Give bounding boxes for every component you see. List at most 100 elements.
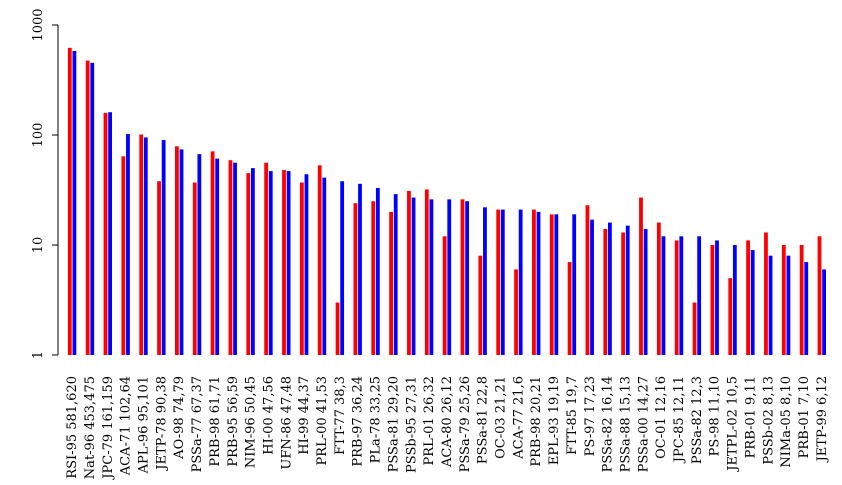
bar-series-2 xyxy=(608,222,612,355)
category-label: AO-98 74,79 xyxy=(172,376,187,460)
bar-series-1 xyxy=(514,269,518,355)
y-tick-label: 100 xyxy=(31,123,46,148)
category-label: EPL-93 19,19 xyxy=(547,376,562,465)
bar-series-2 xyxy=(108,112,112,356)
bar-series-2 xyxy=(465,201,469,355)
bar-series-2 xyxy=(750,250,755,355)
bar-series-2 xyxy=(393,194,398,355)
category-label: PSSa-82 16,14 xyxy=(601,376,616,472)
category-label: RSI-95 581,620 xyxy=(65,376,80,479)
category-label: PSSa-00 14,27 xyxy=(636,376,651,472)
bar-series-1 xyxy=(764,232,768,355)
bar-series-2 xyxy=(536,211,541,355)
bar-series-1 xyxy=(139,134,144,355)
category-label: PSSa-81 22,8 xyxy=(476,376,491,464)
bar-series-1 xyxy=(103,112,108,355)
bar-series-1 xyxy=(282,170,286,355)
bar-series-1 xyxy=(121,156,126,355)
bar-series-2 xyxy=(786,255,791,355)
category-label: JETPL-02 10,5 xyxy=(726,376,741,473)
category-label: NIM-96 50,45 xyxy=(244,376,259,468)
bar-series-1 xyxy=(496,209,501,355)
bar-series-2 xyxy=(268,171,273,355)
category-label: FTT-85 19,7 xyxy=(565,376,580,455)
bar-series-1 xyxy=(549,214,554,355)
bar-series-2 xyxy=(590,219,594,355)
bar-series-2 xyxy=(768,255,773,355)
y-tick-label: 1000 xyxy=(31,8,46,41)
category-label: PRB-97 36,24 xyxy=(351,376,366,467)
bar-series-1 xyxy=(299,182,304,355)
y-axis-ticks: 1 10 100 1000 xyxy=(31,8,58,359)
category-label: PSSa-82 12,3 xyxy=(690,376,705,464)
bar-series-2 xyxy=(483,207,487,355)
category-label: PRL-01 26,32 xyxy=(422,376,437,465)
bar-series-2 xyxy=(304,174,309,355)
category-label: JPC-79 161,159 xyxy=(101,376,116,481)
bar-series-2 xyxy=(251,168,255,355)
bar-series-1 xyxy=(424,189,429,355)
category-label: PRB-98 61,71 xyxy=(208,376,223,467)
category-label: PLa-78 33,25 xyxy=(369,376,384,463)
bar-series-2 xyxy=(500,209,505,355)
bar-series-2 xyxy=(643,228,648,355)
bar-series-1 xyxy=(603,228,608,355)
category-label: PSSa-77 67,37 xyxy=(190,376,205,472)
bar-series-1 xyxy=(407,190,411,355)
category-label: NIMa-05 8,10 xyxy=(779,376,794,468)
category-label: PRL-00 41,53 xyxy=(315,376,330,465)
y-tick-label: 1 xyxy=(31,351,46,359)
bar-series-1 xyxy=(389,211,393,355)
bar-series-2 xyxy=(518,209,523,355)
bar-series-2 xyxy=(697,236,702,355)
bar-series-2 xyxy=(90,62,95,356)
bar-series-1 xyxy=(317,165,322,355)
bar-series-2 xyxy=(286,171,291,355)
bar-series-1 xyxy=(799,245,804,355)
category-label: PRB-98 20,21 xyxy=(529,376,544,467)
bar-series-2 xyxy=(233,162,237,355)
bar-series-1 xyxy=(746,240,750,355)
category-label: PRB-01 7,10 xyxy=(797,376,812,458)
bar-series-1 xyxy=(264,162,269,355)
bar-series-2 xyxy=(804,262,809,355)
category-label: JETP-99 6,12 xyxy=(815,376,830,463)
category-label: PRB-01 9,11 xyxy=(743,376,758,458)
category-label: PSSa-79 25,26 xyxy=(458,376,473,472)
category-label: PSSb-95 27,31 xyxy=(404,376,419,473)
bar-series-2 xyxy=(447,199,452,355)
category-label: OC-01 12,16 xyxy=(654,376,669,459)
bar-series-1 xyxy=(246,173,251,355)
bar-series-1 xyxy=(692,302,697,355)
bar-series-1 xyxy=(532,209,536,355)
bar-series-1 xyxy=(478,255,483,355)
bar-series-1 xyxy=(67,47,72,355)
bar-series-2 xyxy=(732,245,737,355)
bar-series-2 xyxy=(375,187,380,355)
bar-series-2 xyxy=(411,197,416,355)
bar-series-2 xyxy=(715,240,719,355)
bar-series-2 xyxy=(72,50,77,356)
bar-series-2 xyxy=(215,158,220,355)
category-label: APL-96 95,101 xyxy=(137,376,152,474)
category-label: ACA-77 21,6 xyxy=(511,376,526,460)
bar-series-1 xyxy=(621,232,626,355)
bar-series-1 xyxy=(817,236,822,355)
category-label: HI-99 44,37 xyxy=(297,376,312,455)
category-label: PSSa-88 15,13 xyxy=(618,376,633,472)
category-label: JETP-78 90,38 xyxy=(154,376,169,472)
bar-series-1 xyxy=(175,146,179,355)
category-label: PSSa-81 29,20 xyxy=(386,376,401,472)
category-label: ACA-71 102,64 xyxy=(119,376,134,476)
bar-series-1 xyxy=(567,262,572,355)
category-label: FTT-77 38,3 xyxy=(333,376,348,455)
bar-series-1 xyxy=(710,245,715,355)
bar-series-2 xyxy=(679,236,684,355)
bar-series-2 xyxy=(572,214,577,355)
bar-series-2 xyxy=(822,269,826,355)
category-label: OC-03 21,21 xyxy=(494,376,509,459)
bar-series-1 xyxy=(157,181,161,355)
category-label: UFN-86 47,48 xyxy=(279,376,294,470)
category-label: ACA-80 26,12 xyxy=(440,376,455,468)
bar-series-2 xyxy=(358,183,362,355)
